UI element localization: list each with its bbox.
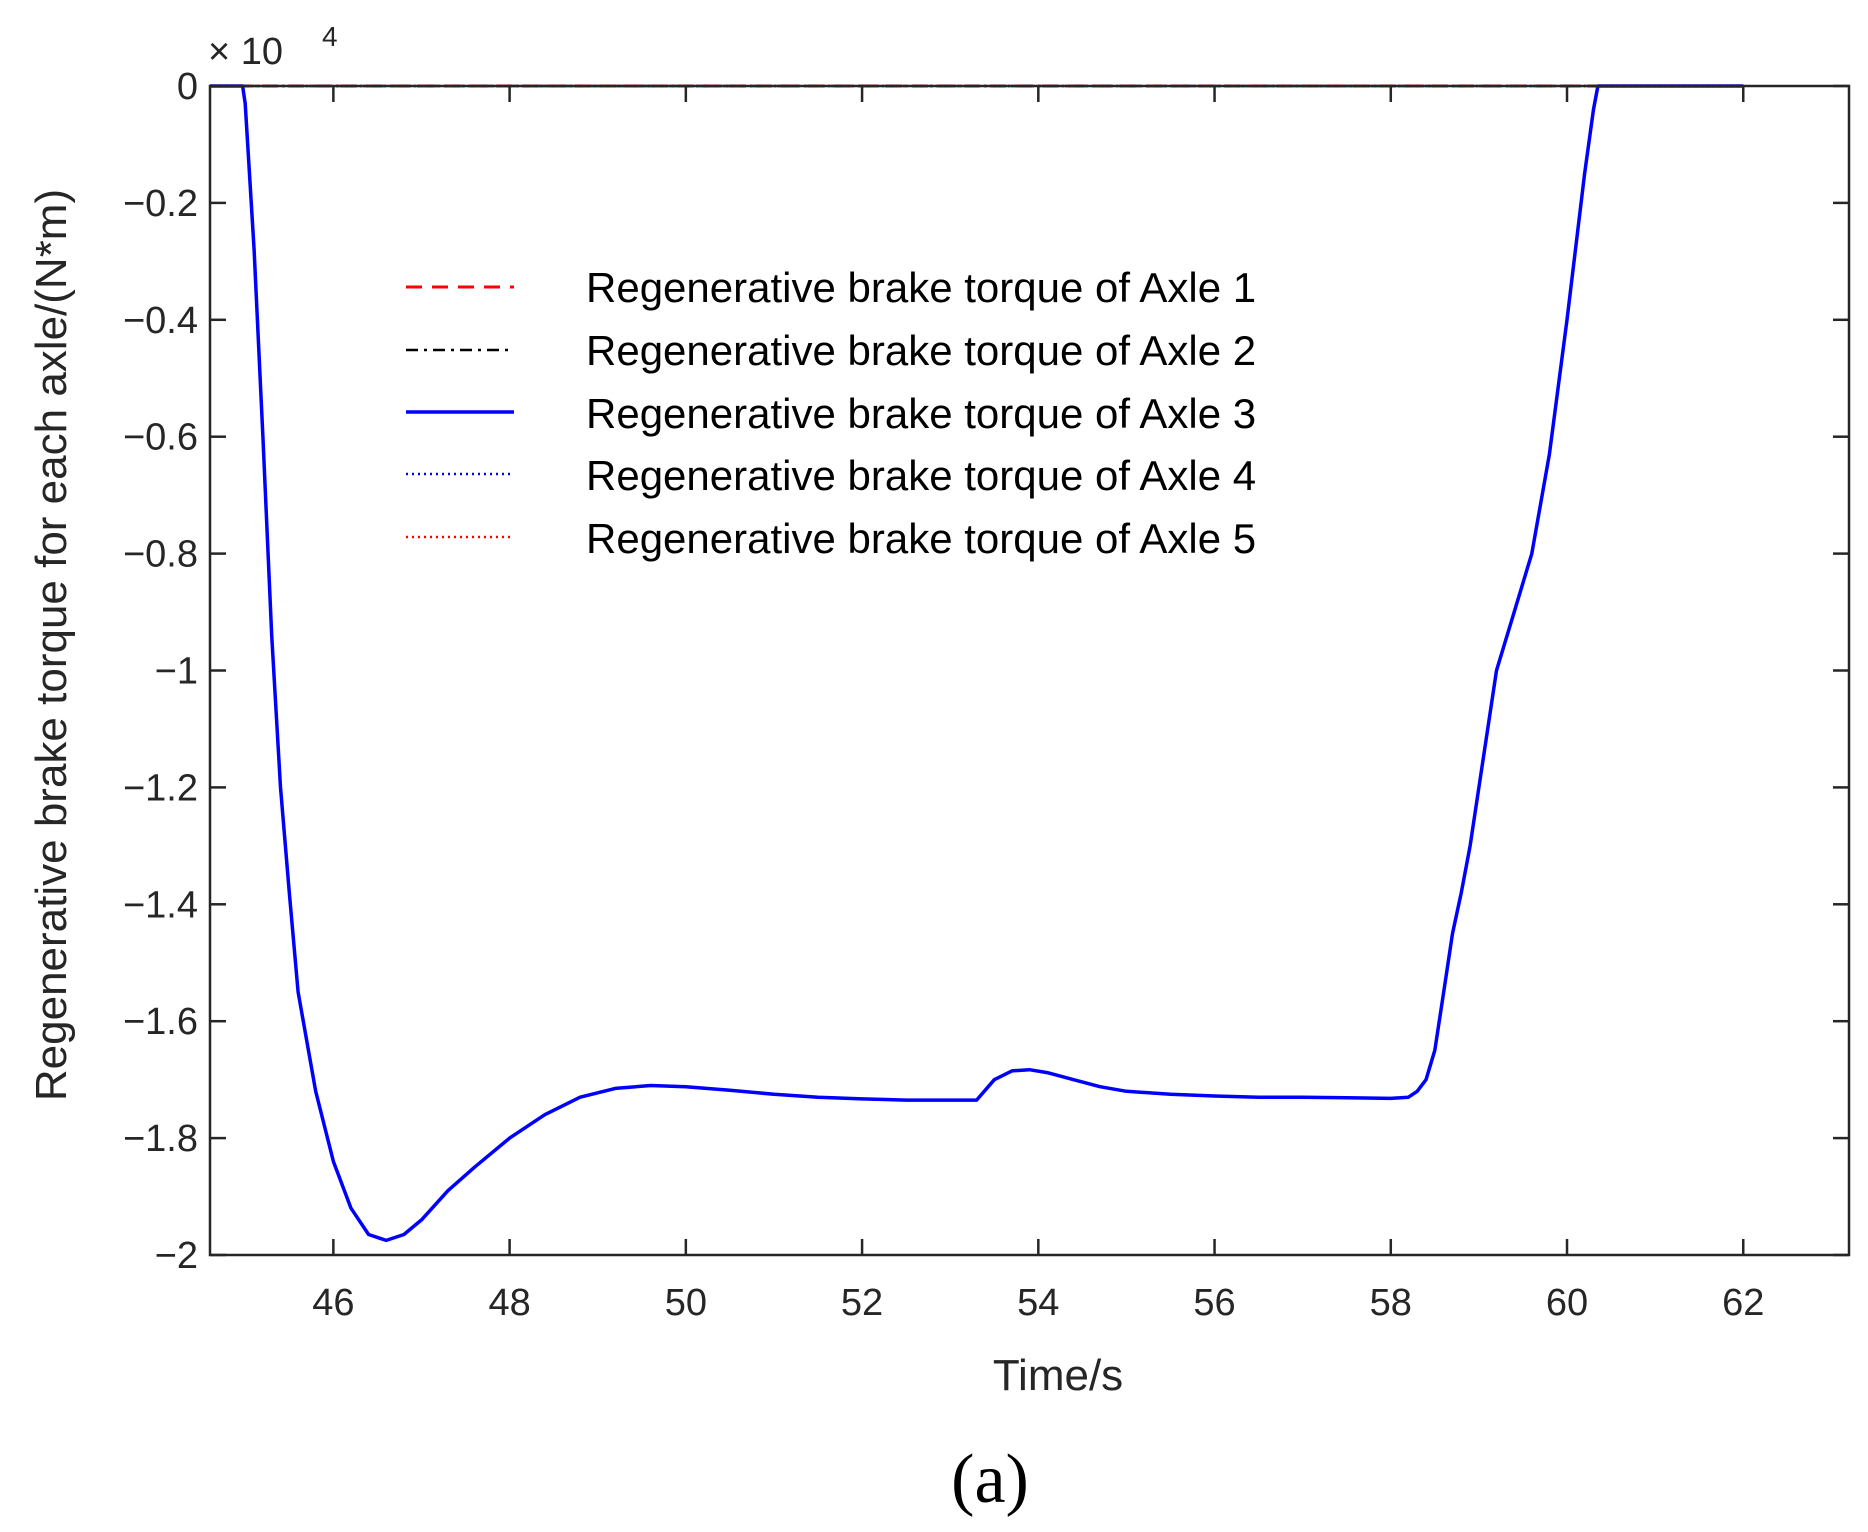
y-tick-label: 0 [177,66,198,108]
y-axis-label: Regenerative brake torque for each axle/… [27,189,76,1101]
y-tick-label: −1 [155,651,198,693]
y-tick-label: −1.8 [123,1118,198,1160]
tick-layer: 46 48 50 52 54 56 58 60 62 0 −0.2 −0.4 −0.6 −0.8 −1 −1.… [123,66,1849,1324]
legend: Regenerative brake torque of Axle 1 Rege… [406,264,1256,562]
panel-label-text: (a) [951,1441,1029,1518]
x-tick-label: 60 [1546,1282,1588,1324]
legend-label-axle-3: Regenerative brake torque of Axle 3 [586,390,1256,437]
legend-label-axle-1: Regenerative brake torque of Axle 1 [586,264,1256,311]
x-tick-label: 46 [312,1282,354,1324]
legend-label-axle-5: Regenerative brake torque of Axle 5 [586,515,1256,562]
x-tick-label: 52 [841,1282,883,1324]
y-tick-label: −2 [155,1235,198,1277]
y-tick-label: −0.8 [123,534,198,576]
y-exponent-label: × 10 [208,31,283,73]
y-tick-label: −1.2 [123,767,198,809]
y-tick-label: −0.2 [123,183,198,225]
legend-label-axle-4: Regenerative brake torque of Axle 4 [586,452,1256,499]
y-tick-label: −1.4 [123,884,198,926]
series-line-axle-3 [210,84,1744,1243]
legend-label-axle-2: Regenerative brake torque of Axle 2 [586,327,1256,374]
x-axis-label: Time/s [993,1351,1123,1400]
panel-label: (a) [951,1441,1029,1518]
x-tick-label: 62 [1722,1282,1764,1324]
x-tick-label: 54 [1017,1282,1059,1324]
y-tick-label: −0.6 [123,417,198,459]
x-tick-label: 56 [1193,1282,1235,1324]
y-tick-label: −0.4 [123,300,198,342]
x-tick-label: 50 [665,1282,707,1324]
x-tick-label: 58 [1370,1282,1412,1324]
y-exponent-power: 4 [322,21,338,52]
y-tick-label: −1.6 [123,1001,198,1043]
x-tick-label: 48 [488,1282,530,1324]
